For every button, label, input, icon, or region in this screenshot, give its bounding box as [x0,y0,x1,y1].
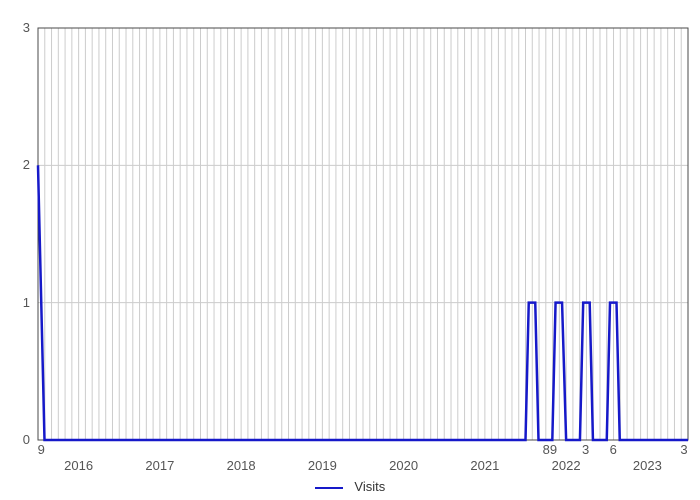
x-tick-label: 2016 [54,458,104,473]
y-tick-label: 3 [10,20,30,35]
legend-label: Visits [354,479,385,494]
x-tick-label: 2022 [541,458,591,473]
x-tick-label: 2023 [622,458,672,473]
chart-plot [0,0,700,500]
value-label: 3 [571,442,601,457]
value-label: 3 [669,442,699,457]
y-tick-label: 2 [10,157,30,172]
x-tick-label: 2018 [216,458,266,473]
chart-container: GRUP D'ESPLAI ESPORTIU LA BARRACA (Spain… [0,0,700,500]
value-label: 9 [26,442,56,457]
value-label: 6 [598,442,628,457]
x-tick-label: 2019 [297,458,347,473]
y-tick-label: 1 [10,295,30,310]
x-tick-label: 2021 [460,458,510,473]
x-tick-label: 2017 [135,458,185,473]
legend: Visits [0,479,700,494]
x-tick-label: 2020 [379,458,429,473]
legend-line [315,487,343,489]
value-label: 89 [535,442,565,457]
